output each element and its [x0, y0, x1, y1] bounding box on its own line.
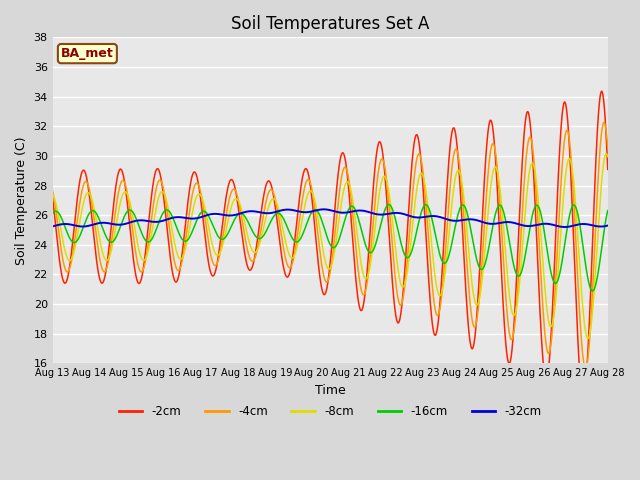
Line: -16cm: -16cm — [52, 204, 608, 291]
Y-axis label: Soil Temperature (C): Soil Temperature (C) — [15, 136, 28, 264]
Line: -32cm: -32cm — [52, 209, 608, 227]
Line: -2cm: -2cm — [52, 91, 608, 397]
-8cm — [454, 168, 462, 173]
Text: BA_met: BA_met — [61, 47, 114, 60]
-32cm — [320, 206, 328, 212]
-16cm — [237, 211, 245, 216]
-8cm — [602, 151, 610, 156]
-16cm — [589, 288, 596, 294]
-16cm — [580, 254, 588, 260]
Line: -4cm: -4cm — [52, 122, 608, 368]
-2cm — [49, 196, 56, 202]
-32cm — [470, 217, 478, 223]
-32cm — [574, 222, 582, 228]
-8cm — [580, 321, 588, 326]
-32cm — [312, 208, 319, 214]
-2cm — [598, 88, 605, 94]
-32cm — [49, 223, 56, 229]
-2cm — [573, 331, 581, 336]
-2cm — [470, 340, 478, 346]
-4cm — [580, 363, 588, 369]
-16cm — [604, 208, 612, 214]
-2cm — [604, 167, 612, 172]
-2cm — [579, 395, 587, 400]
-16cm — [385, 202, 392, 207]
-8cm — [312, 200, 319, 206]
-8cm — [604, 154, 612, 159]
-4cm — [470, 324, 478, 330]
-16cm — [454, 210, 462, 216]
-16cm — [312, 207, 319, 213]
-16cm — [49, 211, 56, 216]
-4cm — [49, 189, 56, 194]
-32cm — [561, 224, 568, 230]
-8cm — [49, 192, 56, 197]
X-axis label: Time: Time — [315, 384, 346, 397]
Legend: -2cm, -4cm, -8cm, -16cm, -32cm: -2cm, -4cm, -8cm, -16cm, -32cm — [114, 400, 547, 423]
-16cm — [470, 245, 478, 251]
-4cm — [582, 365, 589, 371]
-16cm — [574, 210, 582, 216]
-2cm — [580, 391, 588, 396]
-32cm — [580, 221, 588, 227]
Title: Soil Temperatures Set A: Soil Temperatures Set A — [231, 15, 429, 33]
-4cm — [312, 210, 319, 216]
-4cm — [604, 145, 612, 151]
-4cm — [573, 271, 581, 277]
Line: -8cm: -8cm — [52, 154, 608, 339]
-8cm — [573, 229, 581, 235]
-2cm — [312, 230, 319, 236]
-8cm — [237, 206, 245, 212]
-8cm — [584, 336, 592, 342]
-8cm — [470, 295, 478, 300]
-4cm — [237, 212, 245, 218]
-4cm — [454, 154, 462, 159]
-32cm — [237, 210, 245, 216]
-4cm — [600, 120, 608, 125]
-2cm — [237, 227, 245, 233]
-32cm — [604, 223, 612, 228]
-32cm — [454, 218, 462, 224]
-2cm — [454, 158, 462, 164]
